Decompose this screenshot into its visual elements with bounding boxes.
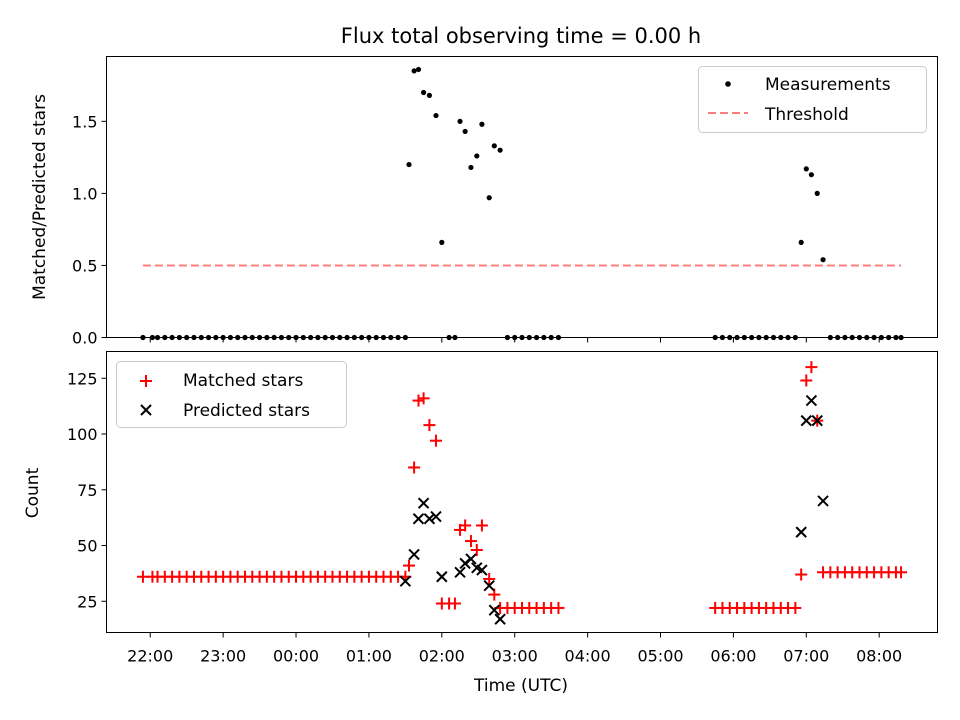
matched-star-point — [412, 394, 425, 407]
legend-measurement-marker — [725, 81, 731, 87]
matched-star-point — [483, 572, 496, 585]
count-legend: Matched stars Predicted stars — [116, 361, 347, 428]
matched-star-point — [789, 601, 802, 614]
measurement-point — [426, 92, 433, 99]
ratio-y-tick-label: 0.0 — [72, 329, 97, 348]
count-panel-frame — [106, 351, 938, 633]
predicted-star-point — [465, 553, 477, 565]
x-tick-label: 00:00 — [273, 647, 319, 666]
x-tick-label: 08:00 — [856, 647, 902, 666]
matched-star-point — [464, 535, 477, 548]
predicted-star-point — [494, 613, 506, 625]
matched-star-point — [408, 461, 421, 474]
legend-matched-marker — [140, 375, 152, 387]
measurement-point — [820, 257, 826, 263]
measurement-point — [486, 195, 492, 201]
count-y-tick-label: 75 — [77, 481, 97, 500]
predicted-star-point — [483, 579, 495, 592]
measurement-point — [479, 121, 485, 127]
measurement-point — [474, 153, 480, 159]
matched-star-point — [895, 566, 908, 579]
ratio-panel-frame — [106, 56, 938, 338]
predicted-star-point — [805, 394, 818, 407]
legend-measurements-label: Measurements — [765, 75, 891, 95]
measurement-point — [814, 190, 820, 196]
predicted-star-point — [817, 495, 829, 507]
matched-star-point — [805, 361, 818, 374]
legend-matched-label: Matched stars — [183, 371, 303, 391]
predicted-star-point — [399, 575, 412, 587]
predicted-star-point — [488, 604, 501, 616]
matched-star-point — [448, 597, 461, 610]
ratio-legend: Measurements Threshold — [698, 66, 927, 133]
measurement-point — [808, 172, 814, 178]
measurement-point — [420, 89, 427, 96]
count-y-axis-label: Count — [23, 467, 43, 518]
ratio-y-axis-label: Matched/Predicted stars — [30, 94, 50, 300]
count-y-tick-label: 50 — [77, 537, 97, 556]
x-tick-label: 07:00 — [783, 647, 829, 666]
x-tick-label: 06:00 — [710, 647, 756, 666]
x-tick-label: 23:00 — [200, 647, 246, 666]
matched-star-point — [403, 559, 416, 572]
x-tick-label: 22:00 — [127, 647, 173, 666]
predicted-star-point — [430, 510, 442, 523]
predicted-star-point — [454, 566, 466, 578]
matched-star-point — [459, 519, 472, 532]
legend-predicted-label: Predicted stars — [183, 401, 310, 421]
matched-star-point — [800, 374, 813, 387]
predicted-star-point — [811, 414, 823, 427]
predicted-star-point — [436, 571, 448, 583]
measurement-point — [411, 68, 417, 74]
count-panel: 25 50 75 100 125 22:00 23:00 00:00 01:00 02:00 03:… — [67, 361, 908, 666]
measurement-point — [803, 166, 809, 172]
measurement-point — [406, 161, 412, 168]
measurement-point — [497, 147, 503, 153]
count-y-tick-label: 100 — [67, 425, 98, 444]
predicted-star-point — [423, 513, 436, 525]
count-y-tick-label: 125 — [67, 369, 98, 388]
measurement-point — [439, 239, 445, 245]
x-tick-label: 04:00 — [565, 647, 611, 666]
matched-star-point — [795, 568, 808, 581]
predicted-star-point — [417, 497, 430, 509]
predicted-star-point — [795, 526, 807, 538]
measurement-point — [462, 128, 468, 135]
matched-star-point — [429, 434, 442, 447]
ratio-y-tick-label: 1.0 — [72, 184, 97, 203]
predicted-star-point — [412, 513, 425, 525]
x-tick-label: 03:00 — [492, 647, 538, 666]
matched-star-point — [417, 392, 430, 405]
matched-star-point — [552, 601, 565, 614]
legend-predicted-marker — [140, 404, 152, 416]
chart-title: Flux total observing time = 0.00 h — [341, 24, 701, 48]
predicted-star-point — [800, 414, 812, 427]
legend-threshold-label: Threshold — [764, 105, 849, 125]
matched-star-point — [470, 543, 483, 556]
matched-star-point — [488, 588, 501, 601]
measurement-point — [415, 66, 422, 73]
x-tick-label: 05:00 — [637, 647, 683, 666]
measurement-point — [798, 239, 804, 245]
measurement-point — [491, 143, 497, 149]
x-tick-label: 02:00 — [419, 647, 465, 666]
x-axis-label: Time (UTC) — [473, 676, 568, 696]
predicted-star-point — [408, 548, 420, 561]
matched-star-point — [423, 419, 436, 432]
x-tick-label: 01:00 — [346, 647, 392, 666]
measurement-point — [457, 118, 463, 124]
measurement-point — [433, 112, 439, 119]
ratio-y-tick-label: 1.5 — [72, 112, 97, 131]
measurement-point — [468, 164, 474, 171]
count-y-tick-label: 25 — [77, 592, 97, 611]
predicted-star-point — [476, 564, 488, 576]
ratio-y-tick-label: 0.5 — [72, 256, 97, 275]
matched-star-point — [475, 519, 488, 532]
